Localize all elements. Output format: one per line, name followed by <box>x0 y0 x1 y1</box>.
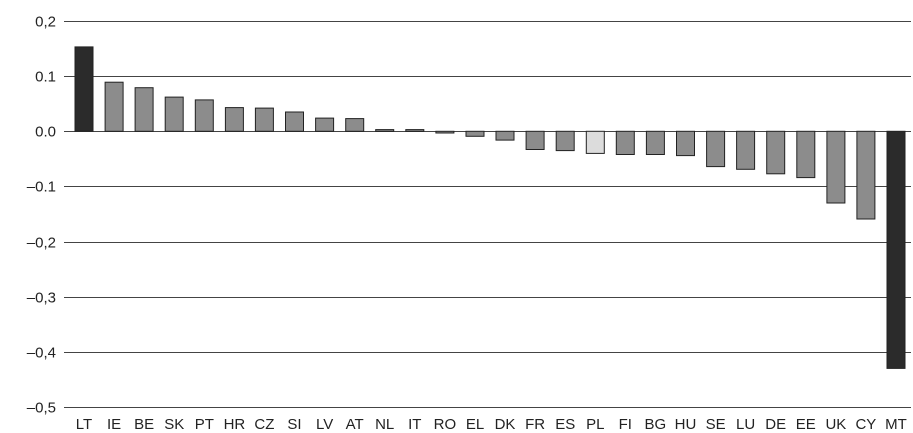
x-tick-label-se: SE <box>706 416 726 433</box>
x-tick-label-hr: HR <box>224 416 246 433</box>
y-tick-label: –0,5 <box>27 400 56 417</box>
x-tick-label-fr: FR <box>525 416 545 433</box>
y-tick-label: –0,2 <box>27 235 56 252</box>
bar-se <box>706 130 726 168</box>
x-tick-label-hu: HU <box>675 416 697 433</box>
x-tick-label-fi: FI <box>619 416 632 433</box>
bar-cz <box>254 107 274 132</box>
x-tick-label-be: BE <box>134 416 154 433</box>
bar-lt <box>74 46 94 132</box>
x-tick-label-ie: IE <box>107 416 121 433</box>
x-tick-label-bg: BG <box>645 416 667 433</box>
bars <box>74 46 906 369</box>
x-tick-label-dk: DK <box>495 416 516 433</box>
bar-cy <box>856 130 876 220</box>
y-tick-label: 0.0 <box>35 124 56 141</box>
bar-fr <box>525 130 545 151</box>
x-tick-label-lv: LV <box>316 416 333 433</box>
bar-sk <box>164 96 184 132</box>
x-tick-label-si: SI <box>287 416 301 433</box>
bar-ro <box>435 130 455 134</box>
x-tick-label-lu: LU <box>736 416 755 433</box>
bar-pl <box>585 130 605 154</box>
y-tick-label: 0.1 <box>35 69 56 86</box>
bar-fi <box>615 130 635 156</box>
x-tick-label-ee: EE <box>796 416 816 433</box>
bar-nl <box>375 129 395 132</box>
x-tick-label-at: AT <box>346 416 364 433</box>
bar-hr <box>224 107 244 132</box>
bar-be <box>134 87 154 132</box>
bar-at <box>345 118 365 132</box>
bar-ee <box>796 130 816 179</box>
bar-hu <box>676 130 695 157</box>
y-tick-label: 0,2 <box>35 14 56 31</box>
bar-it <box>405 129 425 132</box>
x-tick-label-nl: NL <box>375 416 394 433</box>
bar-si <box>285 111 304 132</box>
x-tick-label-cz: CZ <box>254 416 274 433</box>
x-tick-label-de: DE <box>765 416 786 433</box>
x-tick-label-ro: RO <box>434 416 457 433</box>
x-tick-label-pt: PT <box>195 416 214 433</box>
bar-bg <box>645 130 665 156</box>
bar-mt <box>886 130 906 369</box>
bar-el <box>465 130 485 137</box>
bar-ie <box>104 81 124 132</box>
bar-de <box>766 130 786 175</box>
x-tick-label-es: ES <box>555 416 575 433</box>
y-tick-label: –0.1 <box>27 179 56 196</box>
x-tick-label-pl: PL <box>586 416 604 433</box>
grid-lines <box>64 21 911 408</box>
bar-pt <box>194 99 214 132</box>
y-tick-label: –0,3 <box>27 290 56 307</box>
bar-lv <box>315 117 335 132</box>
bar-lu <box>736 130 756 170</box>
y-tick-label: –0,4 <box>27 345 56 362</box>
x-tick-label-it: IT <box>408 416 421 433</box>
x-tick-label-sk: SK <box>164 416 184 433</box>
y-axis-tick-labels: 0,2 0.1 0.0 –0.1 –0,2 –0,3 –0,4 –0,5 <box>27 14 56 417</box>
x-tick-label-uk: UK <box>825 416 846 433</box>
bar-uk <box>826 130 846 204</box>
bar-dk <box>495 130 515 141</box>
x-tick-label-lt: LT <box>76 416 92 433</box>
x-axis-category-labels: LT IE BE SK PT HR CZ SI LV AT NL IT RO EL DK FR ES PL FI BG… <box>76 416 907 433</box>
bar-es <box>555 130 575 152</box>
x-tick-label-el: EL <box>466 416 484 433</box>
x-tick-label-mt: MT <box>885 416 907 433</box>
x-tick-label-cy: CY <box>855 416 876 433</box>
